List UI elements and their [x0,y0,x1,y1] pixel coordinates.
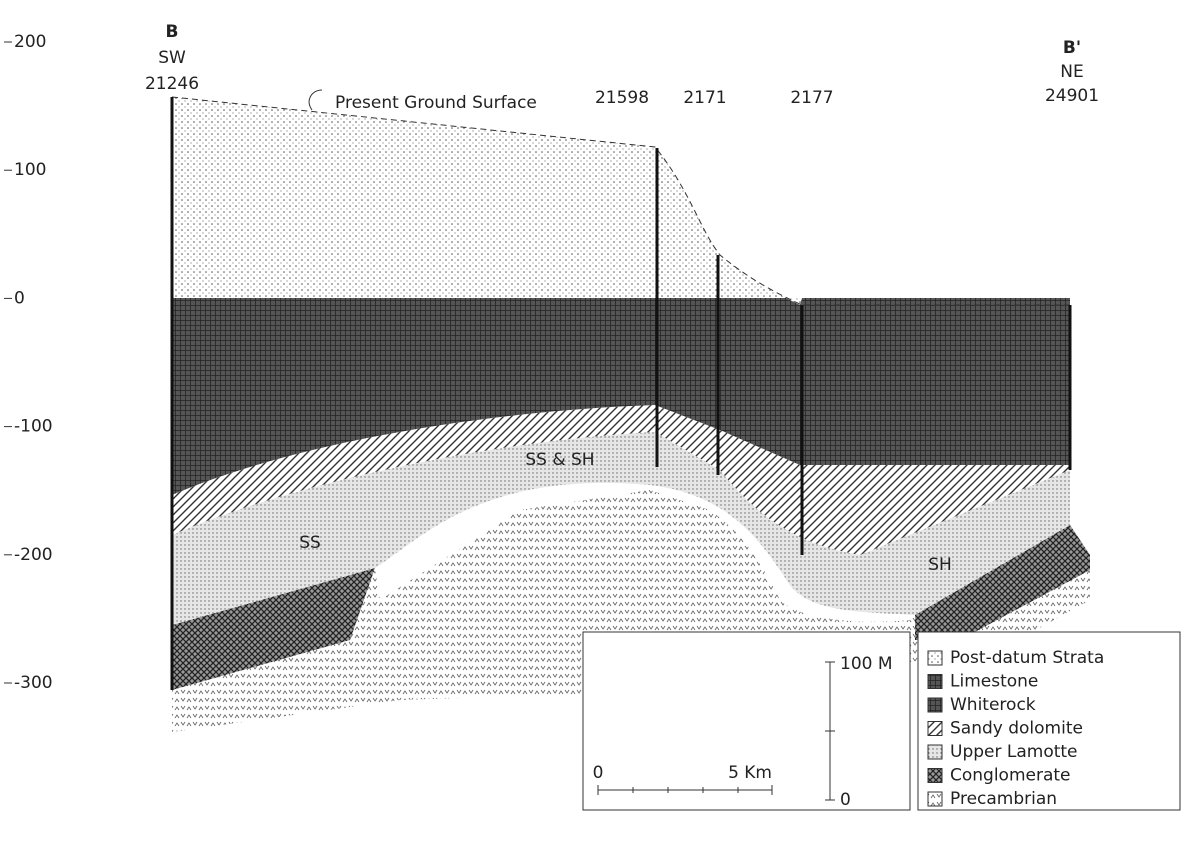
scale-label: 0 [593,763,604,783]
legend-label: Conglomerate [950,766,1071,786]
cross-section: 200 100 0 -100 -200 -300 B SW 21246 B' NE 249… [0,0,1190,852]
scale-label: 0 [840,790,851,810]
legend-swatch [928,698,942,712]
axis: 200 100 0 -100 -200 -300 [4,32,53,693]
well-label: 2171 [683,88,726,108]
scale-label: 100 M [840,654,893,674]
legend-swatch [928,722,942,736]
legend-label: Precambrian [950,789,1057,809]
well-label: 21246 [145,74,199,94]
legend-label: Post-datum Strata [950,648,1104,668]
legend-label: Whiterock [950,695,1036,715]
post-datum [172,97,802,305]
legend-swatch [928,792,942,806]
unit-label: SS [299,533,321,553]
axis-label: -300 [14,673,53,693]
scale-box: 100 M 0 0 5 Km [583,632,910,810]
axis-label: 200 [14,32,46,52]
well-label: 2177 [790,88,833,108]
legend-label: Upper Lamotte [950,742,1078,762]
section-letter: B [166,22,179,42]
well-label: 24901 [1045,86,1099,106]
axis-label: -200 [14,545,53,565]
well-label: 21598 [595,88,649,108]
axis-label: 100 [14,160,46,180]
unit-label: SH [928,555,952,575]
legend-swatch [928,651,942,665]
legend-label: Sandy dolomite [950,719,1083,739]
legend-label: Limestone [950,672,1038,692]
axis-label: -100 [14,417,53,437]
legend-swatch [928,769,942,783]
legend-swatch [928,745,942,759]
unit-label: SS & SH [525,450,594,470]
legend-swatch [928,675,942,689]
legend: Post-datum Strata Limestone Whiterock Sandy… [918,632,1180,810]
page: 200 100 0 -100 -200 -300 B SW 21246 B' NE 249… [0,0,1190,856]
direction: SW [158,48,186,68]
section-letter: B' [1063,38,1081,58]
axis-label: 0 [14,288,25,308]
scale-label: 5 Km [728,763,772,783]
direction: NE [1060,62,1083,82]
ground-surface-leader [309,90,322,110]
surface-label: Present Ground Surface [335,93,537,113]
